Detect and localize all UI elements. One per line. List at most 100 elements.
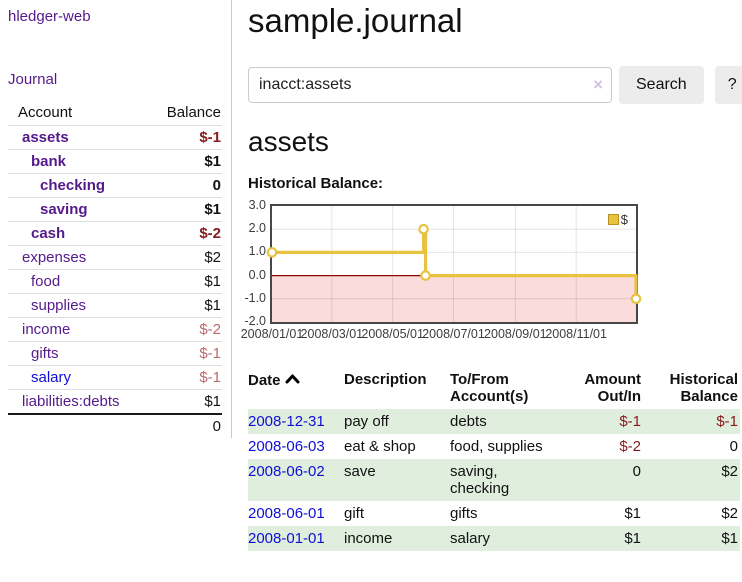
- account-row-gifts: gifts $-1: [8, 341, 222, 366]
- account-row-food: food $1: [8, 269, 222, 294]
- x-axis-tick-label: 2008/03/01: [300, 327, 364, 341]
- x-axis-tick-label: 2008/11/01: [545, 327, 607, 341]
- transaction-description: save: [344, 459, 450, 501]
- chart-plot-area: $: [266, 204, 642, 324]
- x-axis-tick-label: 2008/09/01: [484, 327, 547, 341]
- y-axis-tick-label: 1.0: [248, 244, 266, 259]
- main-content: sample.journal × Search ? assets Histori…: [232, 0, 742, 551]
- account-balance: $1: [143, 293, 222, 318]
- register-header-description: Description: [344, 371, 427, 388]
- account-link-gifts[interactable]: gifts: [31, 345, 59, 362]
- transaction-date-link[interactable]: 2008-12-31: [248, 413, 325, 430]
- register-row: 2008-06-02 save saving, checking 0 $2: [248, 459, 740, 501]
- transaction-description: gift: [344, 505, 365, 522]
- register-header-balance: Historical Balance: [669, 371, 738, 405]
- balance-chart-svg: [266, 206, 642, 322]
- accounts-table: Account Balance assets $-1 bank $1 check…: [8, 101, 222, 438]
- transaction-accounts: debts: [450, 409, 559, 434]
- transaction-description: income: [344, 526, 450, 551]
- account-link-assets[interactable]: assets: [22, 129, 69, 146]
- register-table: Date Description To/From Account(s) Amou…: [248, 369, 740, 551]
- account-link-expenses[interactable]: expenses: [22, 249, 87, 266]
- account-row-supplies: supplies $1: [8, 293, 222, 318]
- transaction-accounts: salary: [450, 526, 559, 551]
- page: hledger-web Journal Account Balance asse…: [0, 0, 742, 551]
- legend-label: $: [620, 212, 628, 227]
- account-balance: $1: [143, 389, 222, 414]
- accounts-total-row: 0: [8, 413, 222, 438]
- account-balance: $2: [143, 245, 222, 270]
- register-row: 2008-01-01 income salary $1 $1: [248, 526, 740, 551]
- account-balance: $-1: [143, 341, 222, 366]
- transaction-date-link[interactable]: 2008-01-01: [248, 530, 325, 547]
- sidebar: hledger-web Journal Account Balance asse…: [0, 0, 232, 438]
- page-title: sample.journal: [248, 2, 463, 39]
- account-link-income[interactable]: income: [22, 321, 71, 338]
- sidebar-item-journal[interactable]: Journal: [8, 71, 58, 88]
- account-balance: $1: [143, 269, 222, 294]
- y-axis-tick-label: 0.0: [248, 267, 266, 282]
- transaction-amount: $-1: [559, 409, 643, 434]
- y-axis-tick-label: -1.0: [244, 290, 266, 305]
- transaction-amount: $-2: [619, 438, 641, 455]
- transaction-accounts: gifts: [450, 505, 478, 522]
- search-button[interactable]: Search: [619, 66, 704, 104]
- chart-label: Historical Balance:: [248, 175, 384, 192]
- transaction-amount: 0: [559, 459, 643, 501]
- transaction-balance: 0: [729, 438, 738, 455]
- search-input[interactable]: [248, 67, 612, 103]
- transaction-date-link[interactable]: 2008-06-01: [248, 505, 325, 522]
- transaction-accounts: food, supplies: [450, 438, 543, 455]
- sort-ascending-icon: [285, 371, 300, 388]
- transaction-amount: $1: [559, 526, 643, 551]
- account-row-expenses: expenses $2: [8, 245, 222, 270]
- chart-legend: $: [606, 212, 629, 227]
- register-row: 2008-12-31 pay off debts $-1 $-1: [248, 409, 740, 434]
- account-link-bank[interactable]: bank: [31, 153, 67, 170]
- account-row-liabilities-debts: liabilities:debts $1: [8, 389, 222, 414]
- transaction-description: pay off: [344, 409, 450, 434]
- account-link-food[interactable]: food: [31, 273, 61, 290]
- x-axis-tick-label: 2008/05/01: [361, 327, 424, 341]
- transaction-date-link[interactable]: 2008-06-03: [248, 438, 325, 455]
- account-link-checking[interactable]: checking: [40, 177, 106, 194]
- accounts-header-balance: Balance: [166, 104, 221, 121]
- account-row-salary: salary $-1: [8, 365, 222, 390]
- transaction-balance: $2: [643, 459, 740, 501]
- x-axis-tick-label: 2008/01/01: [240, 327, 304, 341]
- y-axis-tick-label: -2.0: [244, 314, 266, 328]
- accounts-header-account: Account: [18, 104, 73, 121]
- transaction-amount: $1: [624, 505, 641, 522]
- x-axis-tick-label: 2008/07/01: [422, 327, 485, 341]
- account-balance: 0: [143, 173, 222, 198]
- account-balance: $-2: [143, 221, 222, 246]
- help-button[interactable]: ?: [714, 66, 742, 104]
- account-link-cash[interactable]: cash: [31, 225, 66, 242]
- brand-link[interactable]: hledger-web: [8, 8, 91, 25]
- register-header-date[interactable]: Date: [248, 369, 344, 409]
- register-row: 2008-06-01 gift gifts $1 $2: [248, 501, 740, 526]
- transaction-date-link[interactable]: 2008-06-02: [248, 463, 325, 480]
- account-link-liabilities-debts[interactable]: liabilities:debts: [22, 393, 120, 410]
- y-axis-tick-label: 2.0: [248, 221, 266, 236]
- account-balance: $-1: [143, 365, 222, 390]
- account-balance: $-2: [143, 317, 222, 342]
- register-header-accounts: To/From Account(s): [450, 371, 529, 405]
- transaction-balance: $1: [643, 526, 740, 551]
- account-row-cash: cash $-2: [8, 221, 222, 246]
- transaction-description: eat & shop: [344, 438, 416, 455]
- historical-balance-chart: $ 3.0 2.0 1.0 0.0 -1.0 -2.0 2008/01/01 2008/03/…: [241, 198, 642, 350]
- account-row-checking: checking 0: [8, 173, 222, 198]
- transaction-balance: $-1: [643, 409, 740, 434]
- register-header-amount: Amount Out/In: [584, 371, 641, 405]
- y-axis-tick-label: 3.0: [248, 198, 266, 212]
- account-link-supplies[interactable]: supplies: [31, 297, 87, 314]
- account-link-saving[interactable]: saving: [40, 201, 88, 218]
- account-heading: assets: [248, 126, 329, 157]
- account-link-salary[interactable]: salary: [31, 369, 72, 386]
- transaction-accounts: saving, checking: [450, 459, 559, 501]
- register-row: 2008-06-03 eat & shop food, supplies $-2…: [248, 434, 740, 459]
- clear-search-icon[interactable]: ×: [593, 75, 603, 94]
- transaction-balance: $2: [721, 505, 738, 522]
- account-row-saving: saving $1: [8, 197, 222, 222]
